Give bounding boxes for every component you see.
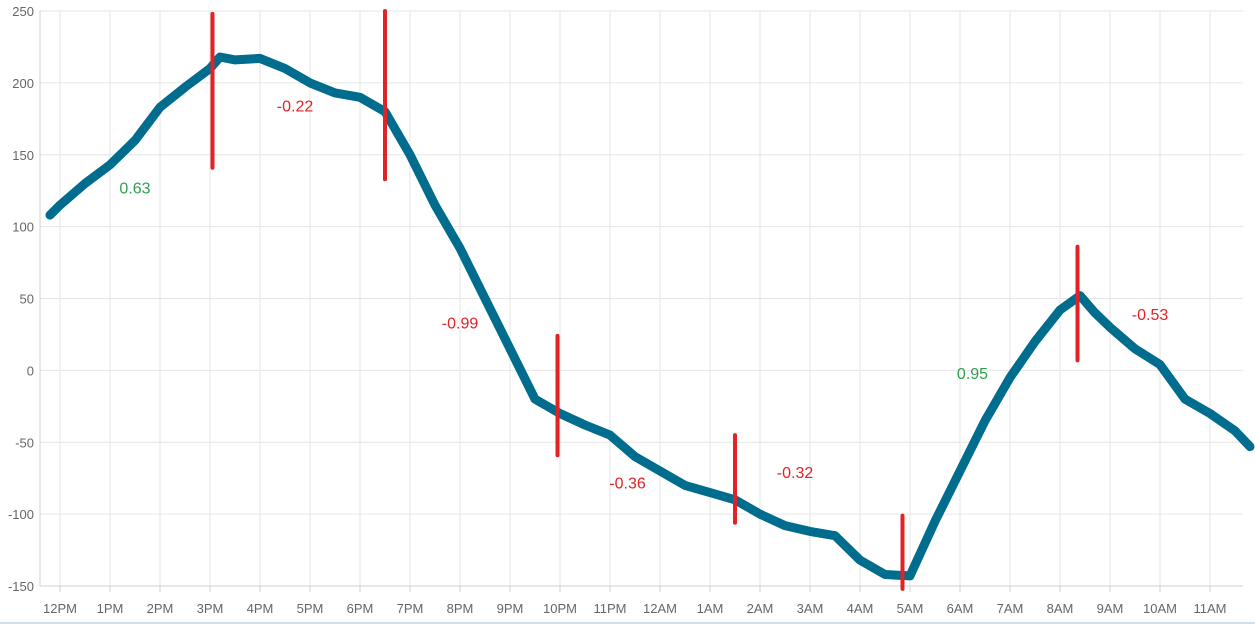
segment-labels: 0.63 -0.22 -0.99 -0.36 -0.32 0.95 -0.53 <box>119 99 1168 493</box>
y-tick-label: 200 <box>12 76 34 91</box>
y-tick-label: 50 <box>20 292 34 307</box>
x-tick-label: 11AM <box>1194 601 1227 616</box>
x-tick-label: 9PM <box>497 601 524 616</box>
segment-label: -0.99 <box>442 316 479 333</box>
data-series <box>45 52 1255 581</box>
x-tick-label: 2PM <box>147 601 174 616</box>
x-tick-label: 8PM <box>447 601 474 616</box>
y-tick-label: 150 <box>12 148 34 163</box>
segment-label: -0.32 <box>777 465 814 482</box>
x-tick-label: 1PM <box>97 601 124 616</box>
segment-label: -0.22 <box>277 99 314 116</box>
y-tick-label: -50 <box>15 435 34 450</box>
segment-label: 0.95 <box>957 366 988 383</box>
grid-lines <box>40 10 1243 587</box>
x-tick-label: 2AM <box>747 601 774 616</box>
x-tick-label: 3PM <box>197 601 224 616</box>
x-tick-label: 6PM <box>347 601 374 616</box>
x-tick-label: 6AM <box>947 601 974 616</box>
x-tick-label: 11PM <box>594 601 627 616</box>
y-tick-label: 250 <box>12 4 34 19</box>
x-tick-label: 7AM <box>997 601 1024 616</box>
y-tick-label: -150 <box>8 579 34 594</box>
x-tick-label: 8AM <box>1047 601 1074 616</box>
segment-label: 0.63 <box>119 181 150 198</box>
y-axis-ticks: 250 200 150 100 50 0 -50 -100 -150 <box>8 4 34 594</box>
x-tick-label: 7PM <box>397 601 424 616</box>
x-tick-label: 9AM <box>1097 601 1124 616</box>
axes <box>39 11 1243 592</box>
x-tick-label: 10PM <box>543 601 577 616</box>
x-tick-label: 10AM <box>1143 601 1177 616</box>
x-tick-label: 12AM <box>643 601 677 616</box>
y-tick-label: 0 <box>27 363 34 378</box>
segment-label: -0.36 <box>609 475 646 492</box>
segment-label: -0.53 <box>1132 307 1169 324</box>
x-tick-label: 1AM <box>697 601 724 616</box>
x-tick-label: 5AM <box>897 601 924 616</box>
x-tick-label: 4PM <box>247 601 274 616</box>
bottom-border <box>0 622 1255 624</box>
x-axis-ticks: 12PM 1PM 2PM 3PM 4PM 5PM 6PM 7PM 8PM 9PM 10PM 11PM 1… <box>43 601 1226 616</box>
series-line <box>45 52 1255 581</box>
x-tick-label: 5PM <box>297 601 324 616</box>
x-tick-label: 4AM <box>847 601 874 616</box>
x-tick-label: 12PM <box>43 601 77 616</box>
y-tick-label: 100 <box>12 220 34 235</box>
segment-markers <box>210 9 1080 591</box>
x-tick-label: 3AM <box>797 601 824 616</box>
y-tick-label: -100 <box>8 507 34 522</box>
